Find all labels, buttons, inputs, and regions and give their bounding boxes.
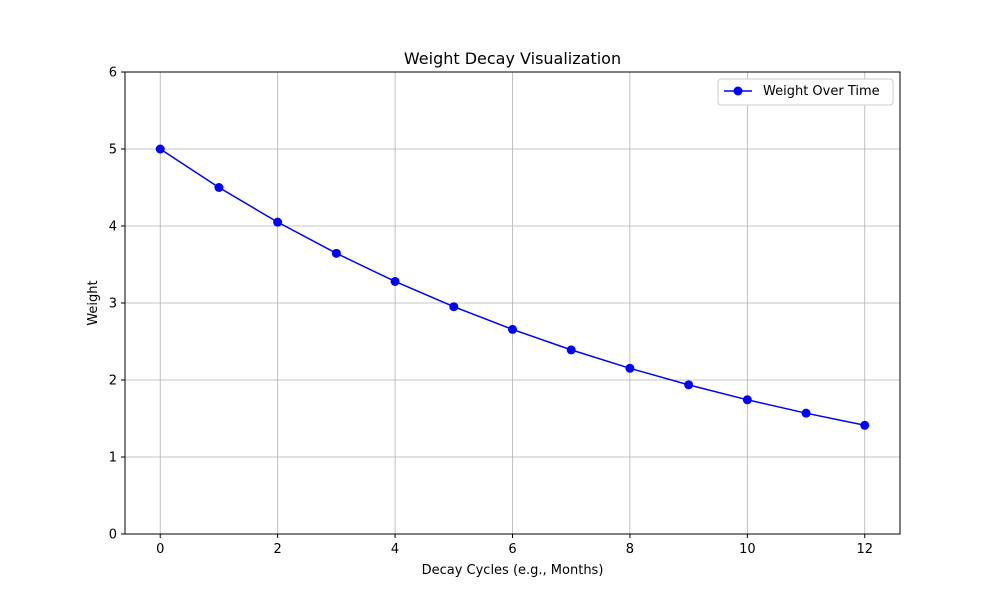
y-tick-label: 1 [109,451,117,466]
y-tick-label: 5 [109,143,117,158]
legend-label: Weight Over Time [763,84,880,99]
data-point [331,248,341,258]
legend: Weight Over Time [717,78,894,106]
chart-title: Weight Decay Visualization [404,49,621,68]
data-point [449,302,459,312]
x-tick-label: 10 [739,542,756,557]
y-axis-ticks: 0 1 2 3 4 5 6 [109,66,125,543]
legend-marker [733,86,743,96]
data-point [390,276,400,286]
x-tick-label: 2 [274,542,282,557]
data-point [273,217,283,227]
x-tick-label: 12 [856,542,873,557]
x-tick-label: 6 [508,542,516,557]
data-point [860,420,870,430]
data-point [155,144,165,154]
y-tick-label: 4 [109,220,117,235]
x-tick-label: 8 [626,542,634,557]
data-point [566,345,576,355]
y-tick-label: 2 [109,374,117,389]
series-layer [155,144,870,430]
x-axis-ticks: 0 2 4 6 8 10 12 [156,534,873,557]
x-tick-label: 4 [391,542,399,557]
data-point [684,380,694,390]
data-point [214,183,224,192]
data-point [801,408,811,418]
y-tick-label: 3 [109,297,117,312]
x-tick-label: 0 [156,542,164,557]
data-point [625,363,635,373]
y-tick-label: 6 [109,66,117,81]
data-point [742,395,752,405]
data-point [508,324,517,334]
y-tick-label: 0 [109,528,117,543]
legend-box [717,78,894,106]
x-axis-label: Decay Cycles (e.g., Months) [422,563,604,578]
y-axis-label: Weight [86,280,101,325]
